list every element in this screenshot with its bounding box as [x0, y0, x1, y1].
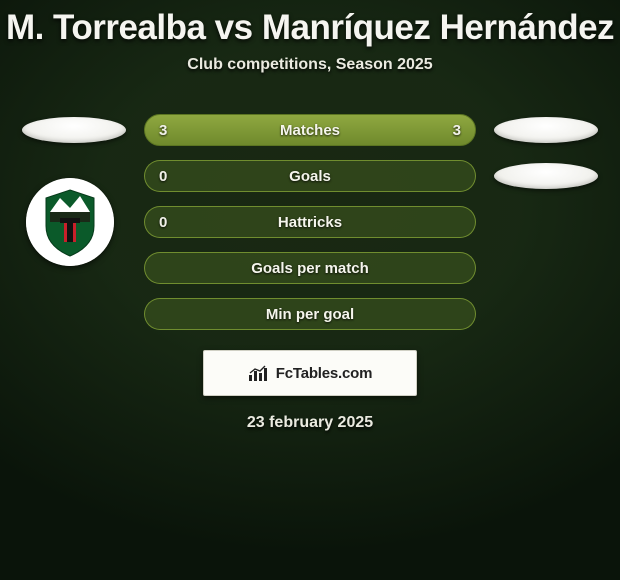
right-slot	[494, 206, 598, 238]
chart-icon	[248, 364, 270, 382]
right-slot	[494, 252, 598, 284]
stat-row: 3 Matches 3	[0, 114, 620, 146]
stat-label: Goals	[289, 168, 331, 185]
subtitle: Club competitions, Season 2025	[0, 56, 620, 74]
player-oval-left	[22, 117, 126, 143]
stat-bar-hattricks: 0 Hattricks	[144, 206, 476, 238]
stat-label: Min per goal	[266, 306, 354, 323]
stat-bar-matches: 3 Matches 3	[144, 114, 476, 146]
brand-box[interactable]: FcTables.com	[203, 350, 417, 396]
stat-bar-goals-per-match: Goals per match	[144, 252, 476, 284]
stat-right-value: 3	[453, 122, 461, 139]
right-slot	[494, 298, 598, 330]
stat-left-value: 3	[159, 122, 167, 139]
club-badge	[26, 178, 114, 266]
stat-row: Min per goal	[0, 298, 620, 330]
stat-label: Goals per match	[251, 260, 369, 277]
right-slot	[494, 160, 598, 192]
left-slot	[22, 114, 126, 146]
right-slot	[494, 114, 598, 146]
stat-bar-goals: 0 Goals	[144, 160, 476, 192]
stat-label: Hattricks	[278, 214, 342, 231]
date-label: 23 february 2025	[0, 414, 620, 432]
stat-left-value: 0	[159, 214, 167, 231]
page-title: M. Torrealba vs Manríquez Hernández	[0, 0, 620, 48]
stat-bar-min-per-goal: Min per goal	[144, 298, 476, 330]
brand-text: FcTables.com	[276, 365, 373, 382]
stat-label: Matches	[280, 122, 340, 139]
left-slot	[22, 298, 126, 330]
club-badge-icon	[26, 178, 114, 266]
player-oval-right	[494, 163, 598, 189]
stat-left-value: 0	[159, 168, 167, 185]
player-oval-right	[494, 117, 598, 143]
